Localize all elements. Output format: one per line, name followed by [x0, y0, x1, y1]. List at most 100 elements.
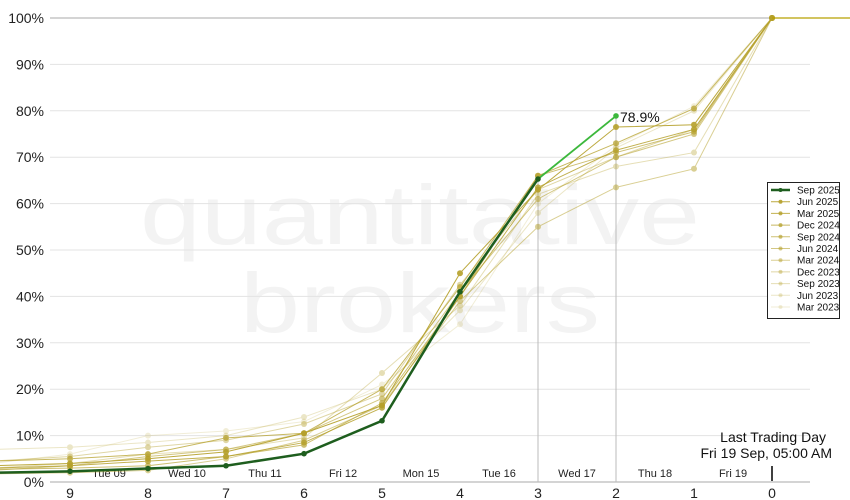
day-label: Fri 19: [719, 468, 747, 480]
y-tick-label: 40%: [16, 288, 44, 304]
day-label: Fri 12: [329, 468, 357, 480]
annotation-line1: Last Trading Day: [720, 429, 826, 445]
data-point: [301, 439, 307, 446]
data-point: [535, 191, 541, 198]
data-point: [67, 455, 73, 462]
y-tick-label: 20%: [16, 381, 44, 397]
legend-marker: [778, 199, 783, 204]
legend-item[interactable]: Sep 2023: [771, 279, 840, 290]
data-point: [457, 270, 463, 277]
data-point: [379, 369, 385, 376]
legend-item[interactable]: Sep 2025: [771, 186, 840, 197]
data-point: [145, 439, 151, 446]
grid: 0% 10% 20% 30% 40% 50% 60% 70% 80% 90% 100%: [8, 10, 810, 490]
highlight-label: 78.9%: [620, 109, 660, 125]
day-label: Wed 17: [558, 468, 596, 480]
legend-marker: [778, 211, 783, 216]
legend-marker: [778, 269, 783, 274]
x-tick-label: 5: [378, 485, 386, 500]
data-point: [223, 448, 229, 455]
data-point: [145, 444, 151, 451]
legend-label: Dec 2023: [797, 267, 840, 278]
series-line: [0, 178, 540, 474]
legend-marker: [778, 293, 783, 298]
series-line: [0, 17, 773, 469]
day-label: Thu 11: [248, 468, 281, 480]
legend-item[interactable]: Jun 2024: [771, 244, 839, 255]
data-point: [613, 163, 619, 170]
legend-marker: [778, 258, 783, 263]
data-point: [223, 453, 229, 460]
data-point: [223, 434, 229, 441]
data-point: [457, 307, 463, 314]
data-point: [379, 417, 385, 424]
data-point: [145, 451, 151, 458]
data-point: [301, 418, 307, 425]
legend-marker: [778, 234, 783, 239]
data-point: [691, 165, 697, 172]
data-point: [379, 381, 385, 388]
data-point: [535, 195, 541, 202]
series-line: [0, 17, 773, 462]
legend-item[interactable]: Mar 2025: [771, 209, 840, 220]
legend-item[interactable]: Mar 2024: [771, 256, 840, 267]
data-point: [301, 421, 307, 427]
data-point: [613, 184, 619, 191]
legend-label: Sep 2024: [797, 232, 840, 243]
data-point: [145, 465, 151, 472]
legend-item[interactable]: Mar 2023: [771, 303, 840, 314]
x-tick-label: 2: [612, 485, 620, 500]
data-point: [691, 121, 697, 128]
data-point: [535, 176, 541, 182]
legend-item[interactable]: Jun 2023: [771, 291, 839, 302]
data-point: [457, 321, 463, 328]
data-point: [457, 302, 463, 309]
data-point: [301, 430, 307, 437]
y-tick-label: 70%: [16, 149, 44, 165]
y-tick-label: 50%: [16, 242, 44, 258]
data-point: [535, 186, 541, 193]
data-point: [613, 147, 619, 154]
x-tick-label: 8: [144, 485, 152, 500]
data-point: [67, 451, 73, 458]
data-point: [301, 414, 307, 421]
data-point: [379, 402, 385, 409]
legend-marker: [778, 223, 783, 228]
series-line: [0, 17, 773, 463]
x-tick-label: 9: [66, 485, 74, 500]
data-point: [379, 386, 385, 393]
legend-label: Mar 2024: [797, 256, 840, 267]
legend-label: Sep 2023: [797, 279, 840, 290]
legend-item[interactable]: Sep 2024: [771, 232, 840, 243]
legend-item[interactable]: Dec 2023: [771, 267, 840, 278]
data-point: [535, 223, 541, 230]
data-point: [379, 395, 385, 402]
legend-label: Mar 2025: [797, 209, 840, 220]
watermark: quantitative brokers: [140, 168, 700, 350]
y-tick-label: 10%: [16, 428, 44, 444]
watermark-line1: quantitative: [140, 168, 700, 262]
x-tick-label: 6: [300, 485, 308, 500]
legend-label: Dec 2024: [797, 221, 840, 232]
data-point: [613, 154, 619, 161]
data-point: [223, 427, 229, 434]
series-lines: [0, 15, 850, 476]
data-point: [613, 124, 619, 131]
data-point: [457, 288, 463, 295]
x-tick-label: 1: [690, 485, 698, 500]
legend-marker: [778, 305, 783, 309]
data-point: [691, 105, 697, 112]
legend-label: Mar 2023: [797, 303, 840, 314]
legend-item[interactable]: Jun 2025: [771, 197, 839, 208]
data-point: [145, 432, 151, 439]
legend-marker: [778, 281, 783, 286]
legend-item[interactable]: Dec 2024: [771, 221, 840, 232]
watermark-line2: brokers: [240, 256, 600, 350]
data-point: [613, 113, 619, 119]
data-point: [223, 462, 229, 469]
x-tick-label: 3: [534, 485, 542, 500]
legend-box: [767, 182, 840, 319]
legend-label: Sep 2025: [797, 186, 840, 197]
legend-marker: [778, 246, 783, 251]
